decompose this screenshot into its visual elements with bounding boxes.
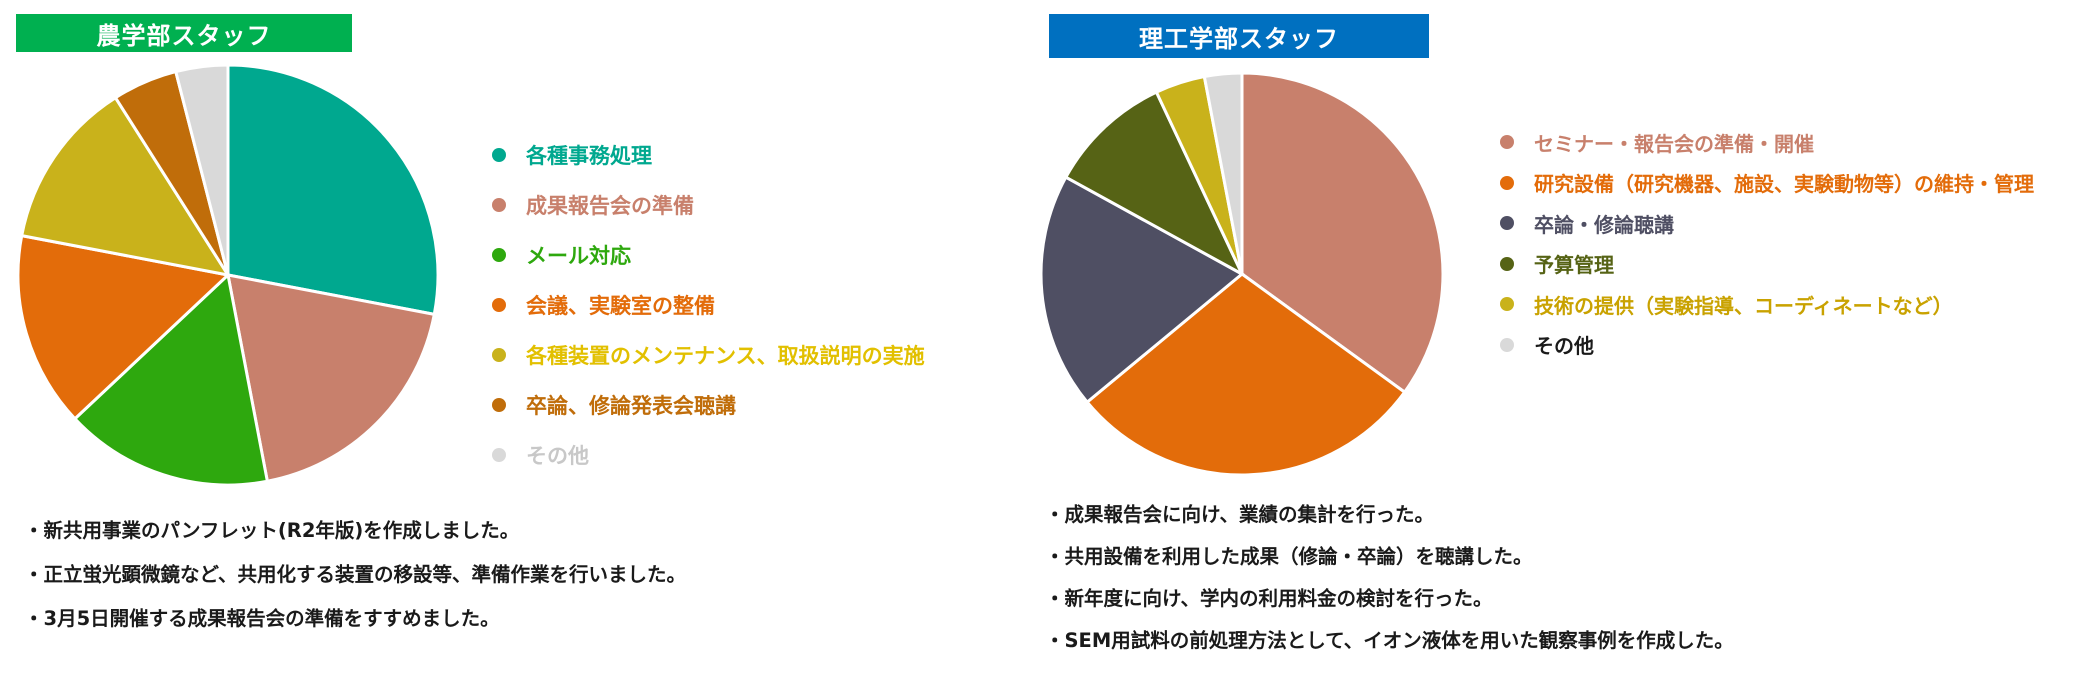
legend-marker-icon	[1500, 256, 1514, 271]
pie-slice-2	[1085, 272, 1407, 477]
legend-label: 各種事務処理	[526, 144, 652, 168]
agri-notes: ・新共用事業のパンフレット(R2年版)を作成しました。・正立蛍光顕微鏡など、共用…	[24, 514, 686, 646]
legend-item: 会議、実験室の整備	[492, 280, 925, 330]
legend-label: 成果報告会の準備	[526, 194, 694, 218]
legend-item: セミナー・報告会の準備・開催	[1500, 122, 2034, 163]
legend-item: 各種装置のメンテナンス、取扱説明の実施	[492, 330, 925, 380]
pie-slice-4	[16, 233, 232, 421]
legend-marker-icon	[492, 298, 506, 312]
legend-item: 卒論・修論聴講	[1500, 203, 2034, 244]
pie-slice-1	[226, 63, 440, 317]
sci-eng-title: 理工学部スタッフ	[1049, 14, 1429, 58]
legend-marker-icon	[1500, 216, 1514, 231]
legend-item: 予算管理	[1500, 244, 2034, 285]
pie-slice-6	[1202, 71, 1244, 275]
agri-title: 農学部スタッフ	[16, 14, 352, 52]
note-item: ・共用設備を利用した成果（修論・卒論）を聴講した。	[1045, 545, 1533, 568]
legend-marker-icon	[1500, 297, 1514, 312]
pie-slice-2	[226, 273, 437, 484]
legend-item: 研究設備（研究機器、施設、実験動物等）の維持・管理	[1500, 163, 2034, 204]
pie-slice-3	[72, 272, 270, 487]
legend-marker-icon	[492, 448, 506, 462]
pie-slice-5	[19, 95, 232, 278]
pie-slice-7	[173, 63, 230, 276]
legend-item: 成果報告会の準備	[492, 180, 925, 230]
legend-item: 技術の提供（実験指導、コーディネートなど）	[1500, 284, 2034, 325]
legend-label: 各種装置のメンテナンス、取扱説明の実施	[526, 344, 925, 368]
legend-label: 予算管理	[1534, 253, 1614, 278]
legend-marker-icon	[492, 398, 506, 412]
legend-marker-icon	[492, 348, 506, 362]
legend-label: 卒論、修論発表会聴講	[526, 394, 736, 418]
legend-label: メール対応	[526, 244, 631, 268]
legend-marker-icon	[1500, 337, 1514, 352]
note-item: ・新年度に向け、学内の利用料金の検討を行った。	[1045, 587, 1493, 610]
pie-slice-1	[1240, 71, 1445, 395]
pie-slice-4	[1063, 90, 1246, 278]
note-item: ・3月5日開催する成果報告会の準備をすすめました。	[24, 607, 500, 630]
legend-label: 会議、実験室の整備	[526, 294, 715, 318]
legend-label: 卒論・修論聴講	[1534, 212, 1674, 237]
agri-pie-chart	[16, 63, 440, 487]
legend-item: 各種事務処理	[492, 130, 925, 180]
legend-label: 技術の提供（実験指導、コーディネートなど）	[1534, 293, 1953, 318]
legend-marker-icon	[492, 148, 506, 162]
legend-marker-icon	[1500, 175, 1514, 190]
legend-label: その他	[526, 444, 589, 468]
note-item: ・成果報告会に向け、業績の集計を行った。	[1045, 503, 1435, 526]
sci-eng-panel: 理工学部スタッフ セミナー・報告会の準備・開催研究設備（研究機器、施設、実験動物…	[1039, 0, 2100, 700]
legend-marker-icon	[492, 248, 506, 262]
note-item: ・新共用事業のパンフレット(R2年版)を作成しました。	[24, 519, 520, 542]
legend-label: 研究設備（研究機器、施設、実験動物等）の維持・管理	[1534, 172, 2034, 197]
sci-eng-notes: ・成果報告会に向け、業績の集計を行った。・共用設備を利用した成果（修論・卒論）を…	[1045, 498, 1734, 666]
sci-eng-legend: セミナー・報告会の準備・開催研究設備（研究機器、施設、実験動物等）の維持・管理卒…	[1500, 122, 2034, 365]
legend-label: セミナー・報告会の準備・開催	[1534, 131, 1814, 156]
legend-item: 卒論、修論発表会聴講	[492, 380, 925, 430]
legend-marker-icon	[492, 198, 506, 212]
pie-slice-3	[1039, 175, 1245, 405]
agri-legend: 各種事務処理成果報告会の準備 メール対応会議、実験室の整備各種装置のメンテナンス、…	[492, 130, 925, 480]
note-item: ・正立蛍光顕微鏡など、共用化する装置の移設等、準備作業を行いました。	[24, 563, 687, 586]
legend-item: メール対応	[492, 230, 925, 280]
note-item: ・SEM用試料の前処理方法として、イオン液体を用いた観察事例を作成した。	[1045, 629, 1734, 652]
agri-panel: 農学部スタッフ 各種事務処理成果報告会の準備 メール対応会議、実験室の整備各種装置…	[0, 0, 1040, 700]
legend-item: その他	[492, 430, 925, 480]
legend-label: その他	[1534, 334, 1594, 359]
legend-item: その他	[1500, 325, 2034, 366]
sci-eng-pie-chart	[1039, 71, 1445, 477]
legend-marker-icon	[1500, 135, 1514, 150]
